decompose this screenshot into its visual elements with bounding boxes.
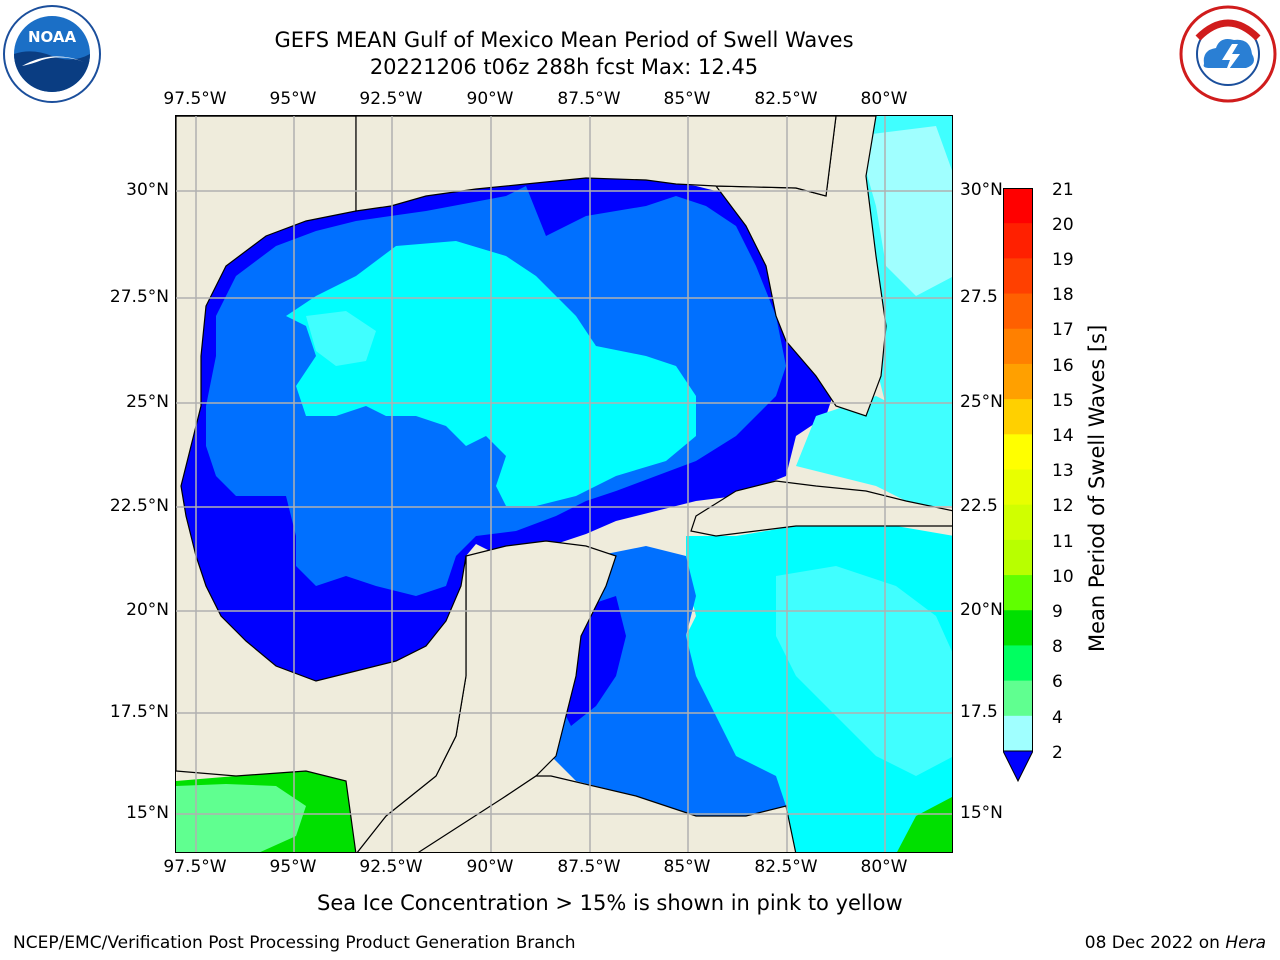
lat-label-right: 30°N <box>960 180 1003 200</box>
mexico-south-land <box>176 116 467 852</box>
colorbar-bin <box>1003 504 1033 541</box>
lat-label-left: 20°N <box>126 600 169 620</box>
colorbar-bin <box>1003 680 1033 717</box>
footer-date: 08 Dec 2022 on <box>1084 933 1226 953</box>
lon-label-top: 80°W <box>860 89 908 109</box>
caption: Sea Ice Concentration > 15% is shown in … <box>317 891 903 915</box>
lat-label-left: 17.5°N <box>109 702 169 722</box>
us-gulf-coast <box>176 116 837 212</box>
colorbar-tick: 9 <box>1052 602 1063 622</box>
gridlines <box>176 116 952 852</box>
gulf-cyan-west <box>306 311 376 366</box>
caribbean-green <box>897 797 952 852</box>
colorbar-bin <box>1003 258 1033 295</box>
colorbar-bin <box>1003 328 1033 365</box>
lat-label-right: 15°N <box>960 803 1003 823</box>
colorbar-bin <box>1003 539 1033 576</box>
lon-label-bottom: 97.5°W <box>163 857 227 877</box>
colorbar-label: Mean Period of Swell Waves [s] <box>1085 324 1109 652</box>
chart-subtitle: 20221206 t06z 288h fcst Max: 12.45 <box>369 55 759 79</box>
lat-label-left: 25°N <box>126 392 169 412</box>
colorbar-tick: 2 <box>1052 743 1063 763</box>
colorbar-bin <box>1003 610 1033 646</box>
noaa-logo-text: NOAA <box>28 28 77 46</box>
colorbar-tick: 10 <box>1052 567 1074 587</box>
lon-label-top: 85°W <box>663 89 711 109</box>
colorbar-bin <box>1003 434 1033 470</box>
footer-machine: Hera <box>1225 933 1266 953</box>
atlantic-light <box>856 126 952 296</box>
footer-left: NCEP/EMC/Verification Post Processing Pr… <box>13 933 576 953</box>
lon-label-top: 97.5°W <box>163 89 227 109</box>
colorbar-svg <box>1002 188 1034 783</box>
lon-label-bottom: 87.5°W <box>557 857 621 877</box>
florida-straits-cyan <box>796 396 952 506</box>
colorbar-tick: 14 <box>1052 426 1074 446</box>
colorbar-bin <box>1003 575 1033 611</box>
colorbar-tick: 17 <box>1052 320 1074 340</box>
lon-label-bottom: 85°W <box>663 857 711 877</box>
nws-logo <box>1178 4 1278 104</box>
lat-label-right: 25°N <box>960 392 1003 412</box>
lon-label-bottom: 92.5°W <box>359 857 423 877</box>
colorbar-tick: 16 <box>1052 356 1074 376</box>
lat-label-left: 15°N <box>126 803 169 823</box>
colorbar-bin <box>1003 715 1033 752</box>
lat-label-left: 30°N <box>126 180 169 200</box>
lon-label-bottom: 90°W <box>466 857 514 877</box>
colorbar-tick: 8 <box>1052 637 1063 657</box>
lat-label-right: 27.5 <box>960 287 998 307</box>
colorbar-tick: 13 <box>1052 461 1074 481</box>
colorbar-tick: 20 <box>1052 215 1074 235</box>
cuba <box>690 480 952 537</box>
footer-right: 08 Dec 2022 on Hera <box>1085 933 1266 953</box>
colorbar-bin <box>1003 363 1033 400</box>
lat-label-right: 20°N <box>960 600 1003 620</box>
lat-label-left: 27.5°N <box>109 287 169 307</box>
colorbar-tick: 12 <box>1052 496 1074 516</box>
colorbar-tick: 4 <box>1052 708 1063 728</box>
lon-label-top: 87.5°W <box>557 89 621 109</box>
colorbar-tick: 15 <box>1052 391 1074 411</box>
noaa-logo: NOAA <box>2 4 102 104</box>
colorbar-border <box>1003 188 1033 752</box>
lat-label-right: 17.5 <box>960 702 998 722</box>
swell-period-map <box>176 116 952 852</box>
lon-label-bottom: 82.5°W <box>754 857 818 877</box>
colorbar <box>1002 188 1034 783</box>
caribbean-deep-blue <box>561 596 626 726</box>
lon-label-top: 82.5°W <box>754 89 818 109</box>
colorbar-tick: 11 <box>1052 532 1074 552</box>
lat-label-right: 22.5 <box>960 496 998 516</box>
colorbar-extend-arrow <box>1002 750 1034 783</box>
colorbar-tick: 21 <box>1052 180 1074 200</box>
colorbar-bin <box>1003 399 1033 435</box>
lon-label-bottom: 95°W <box>269 857 317 877</box>
colorbar-bin <box>1003 293 1033 330</box>
lat-label-left: 22.5°N <box>109 496 169 516</box>
lon-label-top: 92.5°W <box>359 89 423 109</box>
pacific-light-green <box>176 784 306 852</box>
lon-label-bottom: 80°W <box>860 857 908 877</box>
caribbean-light-cyan <box>776 566 952 776</box>
colorbar-bin <box>1003 223 1033 259</box>
colorbar-tick: 18 <box>1052 285 1074 305</box>
map-panel <box>175 115 953 853</box>
chart-title: GEFS MEAN Gulf of Mexico Mean Period of … <box>274 28 854 52</box>
lon-label-top: 95°W <box>269 89 317 109</box>
lon-label-top: 90°W <box>466 89 514 109</box>
colorbar-bin <box>1003 469 1033 506</box>
colorbar-tick: 19 <box>1052 250 1074 270</box>
colorbar-bin <box>1003 188 1033 224</box>
colorbar-tick: 6 <box>1052 672 1063 692</box>
colorbar-bin <box>1003 645 1033 682</box>
